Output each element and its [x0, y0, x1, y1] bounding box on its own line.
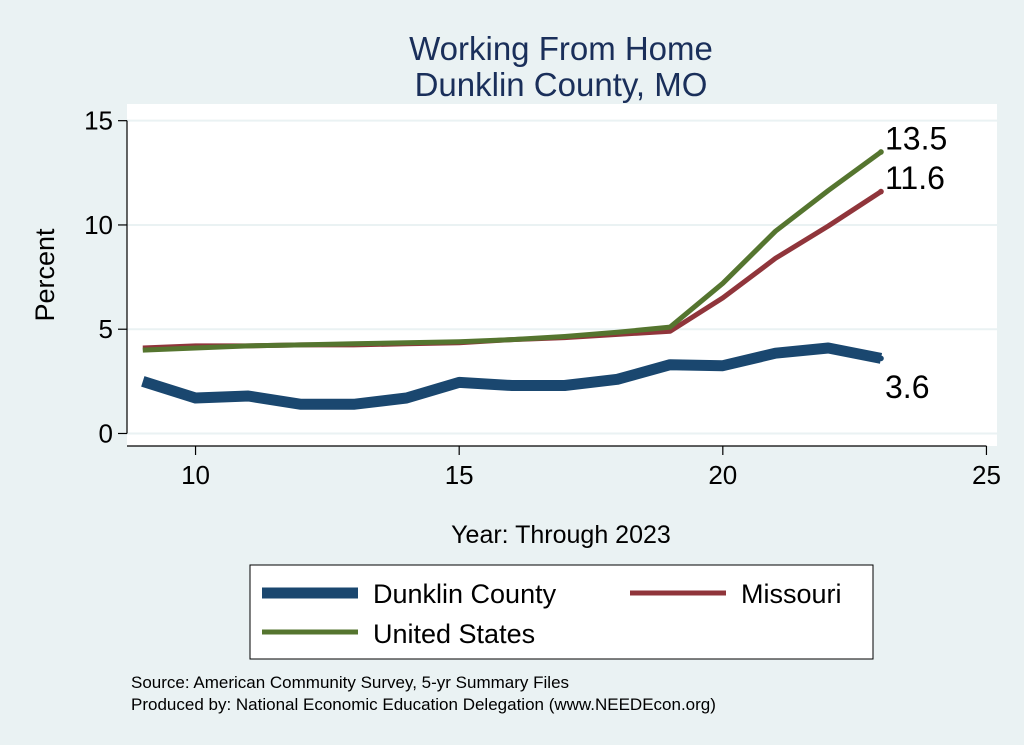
- legend-label-united-states: United States: [373, 619, 535, 649]
- x-axis-label: Year: Through 2023: [451, 521, 671, 549]
- series-point-missouri-last: [878, 188, 884, 195]
- legend-box: [249, 564, 874, 660]
- legend: Dunklin County Missouri United States: [249, 564, 874, 660]
- series-point-united-states-last: [878, 149, 884, 155]
- y-tick-label-5: 5: [99, 314, 113, 344]
- source-note: Source: American Community Survey, 5-yr …: [131, 673, 569, 692]
- y-axis-label: Percent: [30, 228, 60, 322]
- producer-note: Produced by: National Economic Education…: [131, 695, 716, 714]
- end-label-missouri: 11.6: [885, 160, 945, 196]
- y-tick-label-15: 15: [84, 106, 113, 136]
- x-tick-label-20: 20: [708, 460, 737, 490]
- end-labels: 3.6 11.6 13.5: [885, 120, 947, 404]
- series-line-united-states: [142, 149, 883, 353]
- series-line-dunklin-county: [141, 342, 883, 410]
- y-tick-label-0: 0: [99, 418, 113, 448]
- chart-title-line-2: Dunklin County, MO: [415, 66, 708, 103]
- y-tick-label-10: 10: [84, 210, 113, 240]
- end-label-united-states: 13.5: [885, 120, 947, 156]
- legend-label-missouri: Missouri: [741, 579, 842, 609]
- end-label-dunklin-county: 3.6: [885, 369, 929, 405]
- axes: 0 5 10 15 10 15 20 25: [84, 106, 1001, 490]
- chart-title-line-1: Working From Home: [409, 30, 713, 67]
- x-tick-label-15: 15: [445, 460, 474, 490]
- legend-label-dunklin-county: Dunklin County: [373, 579, 557, 609]
- x-tick-label-25: 25: [972, 460, 1001, 490]
- series-point-dunklin-county-last: [878, 355, 884, 362]
- series-lines: [141, 149, 884, 410]
- grid-lines: [127, 119, 997, 435]
- x-tick-label-10: 10: [181, 460, 210, 490]
